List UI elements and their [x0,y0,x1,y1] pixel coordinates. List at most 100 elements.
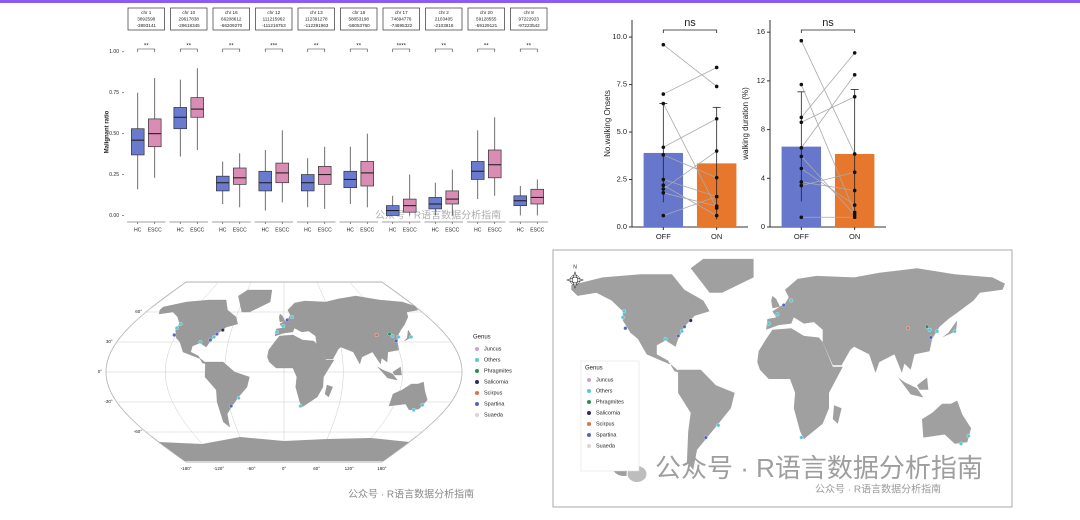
facet-header [212,7,250,31]
map-point [285,318,290,322]
land [159,299,238,365]
facet-header-text: -74695322 [390,23,412,28]
map-point [208,338,213,342]
facet-header-text: -3893141 [137,23,157,28]
map-point [928,335,933,340]
data-point [714,204,719,208]
legend-label: Juncus [484,346,502,352]
signif-label: ** [229,44,234,50]
signif-bracket [264,48,283,52]
map-point [927,327,932,332]
legend-swatch [587,400,591,404]
signif-label: ** [484,44,489,50]
legend-swatch [475,413,479,417]
paired-line [663,196,717,216]
land [158,437,410,461]
x-tick-label: ESCC [530,227,544,233]
facet-header-text: 97222923 [519,17,540,22]
lon-tick-label: 60° [313,466,320,471]
land [922,400,972,444]
x-tick-label: HC [177,227,185,233]
map-point [781,303,786,308]
data-point [799,183,804,188]
data-point [799,154,804,159]
land [942,320,958,338]
box [258,170,272,192]
legend-label: Scirpus [596,421,615,427]
signif-label: ** [441,44,446,50]
facet-header-text: 3892598 [137,17,155,22]
facet-header-text: -2103918 [434,23,454,28]
lat-tick-label: -30° [104,399,113,404]
signif-bracket [434,48,453,52]
land [917,377,929,390]
data-point [661,187,666,191]
y-tick-label: 2.5 [617,175,627,184]
box [530,188,544,205]
legend-label: Others [484,357,501,363]
facet-header-text: chr 20 [480,10,493,15]
paired-line [801,156,855,216]
data-point [661,42,666,47]
x-tick-label: HC [347,227,355,233]
map-point [789,298,794,303]
y-axis-label: walking duration (%) [741,87,750,161]
x-tick-label: ON [849,232,860,241]
map-point [623,326,628,331]
land [757,328,843,440]
compass-ring [569,274,581,286]
map-point [281,324,286,328]
legend-label: Suaeda [596,443,616,449]
land [571,274,710,373]
legend-label: Salicornia [484,379,509,385]
map-point [172,333,177,337]
map-point [688,318,693,323]
data-point [661,191,666,195]
y-tick-label: 16 [757,27,765,36]
land [690,258,754,293]
legend-label: Others [596,388,613,394]
x-tick-label: HC [134,227,142,233]
facet-header-text: chr 13 [310,10,323,15]
compass-label: N [573,264,577,270]
facet-header-text: -58053760 [348,23,370,28]
box [471,161,485,180]
map-point [935,329,940,334]
data-point [661,213,666,218]
lat-tick-label: -60° [134,429,143,434]
compass: N [566,264,584,289]
signif-bracket [519,48,538,52]
paired-line [663,192,717,207]
data-point [714,213,719,218]
y-tick-label: 1.00 [109,49,119,55]
x-tick-label: HC [432,227,440,233]
land [279,313,286,323]
facet-header-text: 74694776 [391,17,412,22]
data-point [799,115,804,120]
facet-header-text: chr 10 [182,10,195,15]
data-point [714,149,719,153]
x-tick-label: ESCC [445,227,459,233]
land [678,369,735,470]
land [771,295,780,309]
legend-label: Spartina [484,401,505,407]
facet-header [170,7,208,31]
data-point [799,120,804,125]
legend-label: Juncus [596,377,614,383]
data-point [714,175,719,180]
facet-header [340,7,378,31]
y-axis-label: Malignant ratio [105,110,111,153]
legend-swatch [475,347,479,351]
land [204,361,250,428]
x-tick-label: HC [474,227,482,233]
data-point [852,203,857,207]
signif-bracket [662,29,718,33]
x-tick-label: HC [304,227,312,233]
y-tick-label: 8 [761,125,765,134]
map-point [396,335,401,339]
data-point [661,183,666,188]
signif-bracket [307,48,326,52]
facet-header [127,7,165,31]
